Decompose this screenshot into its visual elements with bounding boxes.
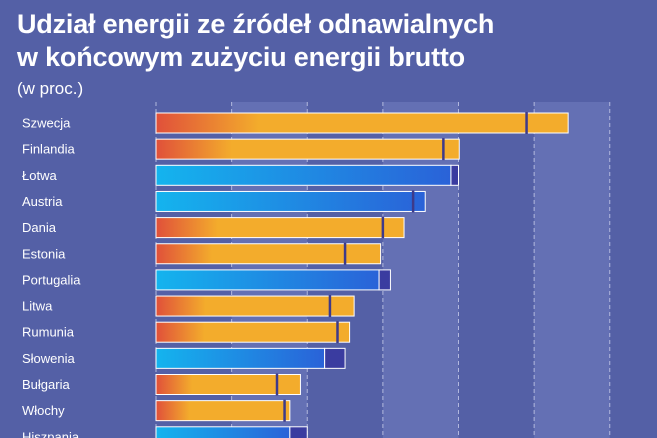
bar (155, 190, 426, 212)
category-label: Włochy (22, 403, 65, 418)
bar (155, 269, 380, 291)
category-label: Hiszpania (22, 429, 80, 438)
category-label: Dania (22, 220, 57, 235)
target-gap-segment (450, 164, 459, 186)
category-label: Finlandia (22, 142, 76, 157)
category-label: Litwa (22, 299, 53, 314)
category-label: Łotwa (22, 168, 57, 183)
title-line-2: w końcowym zużyciu energii brutto (17, 42, 465, 72)
bar (155, 347, 326, 369)
chart-title: Udział energii ze źródeł odnawialnych w … (17, 8, 494, 74)
bar (155, 217, 405, 239)
target-gap-segment (324, 347, 346, 369)
bar (155, 164, 452, 186)
category-label: Bułgaria (22, 377, 70, 392)
bar (155, 112, 569, 134)
target-gap-segment (378, 269, 391, 291)
bar (155, 295, 355, 317)
bar (155, 374, 301, 395)
category-label: Szwecja (22, 116, 71, 131)
chart-subtitle: (w proc.) (17, 79, 84, 98)
bar (155, 400, 291, 422)
target-gap-segment (289, 426, 308, 438)
category-label: Słowenia (22, 351, 76, 366)
category-label: Estonia (22, 246, 66, 261)
bar (155, 243, 382, 265)
category-label: Portugalia (22, 272, 81, 287)
bar (155, 426, 291, 438)
category-label: Austria (22, 194, 63, 209)
grid-band (534, 102, 610, 438)
title-line-1: Udział energii ze źródeł odnawialnych (17, 9, 495, 39)
category-label: Rumunia (22, 325, 75, 340)
bar (155, 321, 351, 343)
bar (155, 138, 460, 160)
